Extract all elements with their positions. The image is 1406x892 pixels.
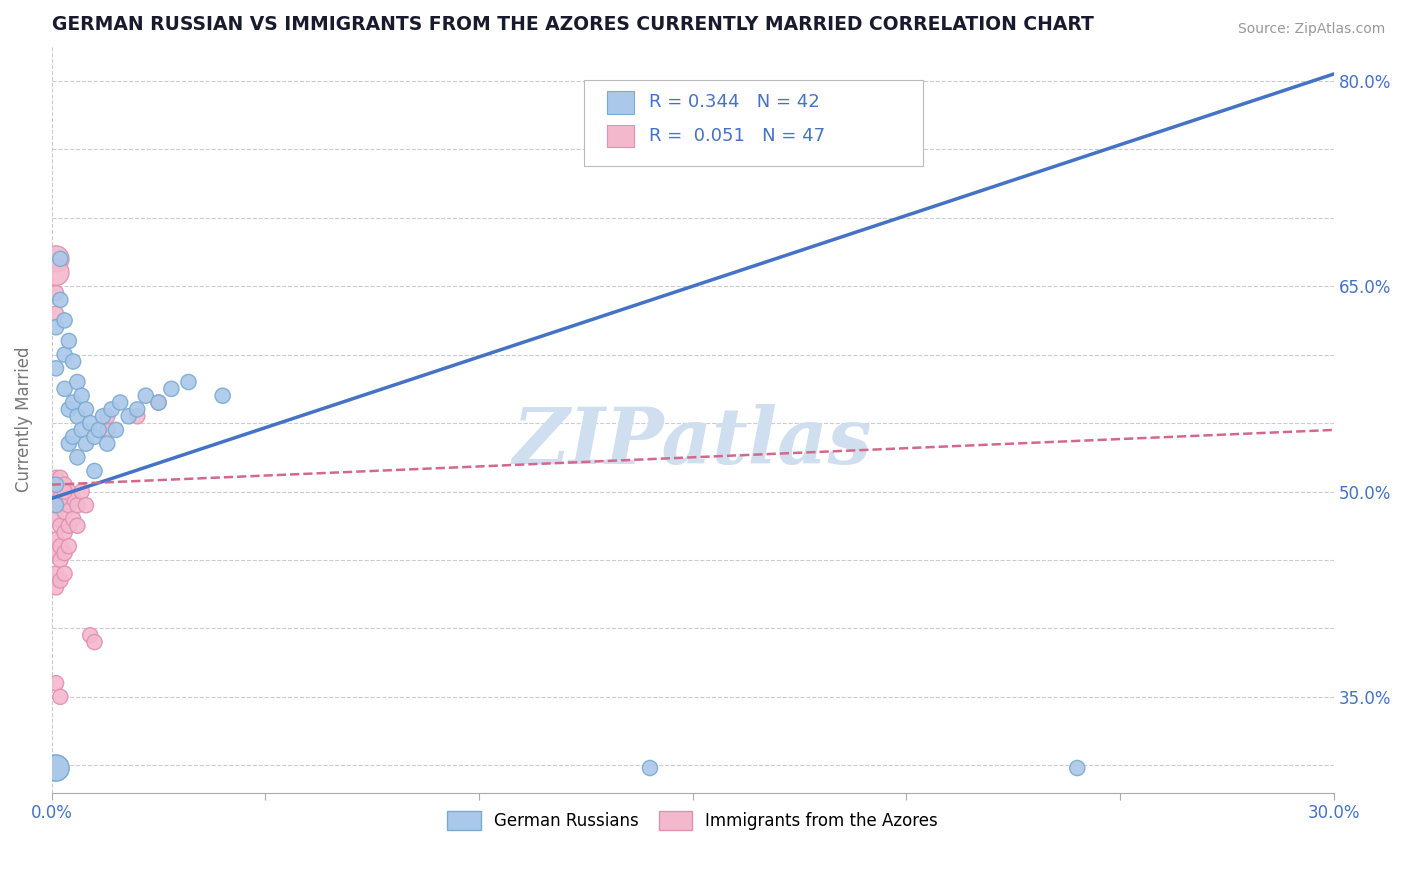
Point <box>62 430 84 444</box>
FancyBboxPatch shape <box>583 80 924 166</box>
Point <box>45 498 67 512</box>
Point <box>49 484 72 499</box>
Point <box>45 286 67 301</box>
Point <box>45 361 67 376</box>
Point <box>75 402 97 417</box>
Point <box>45 498 67 512</box>
Point <box>62 491 84 506</box>
Point <box>45 266 67 280</box>
Point <box>53 566 76 581</box>
Point <box>100 402 122 417</box>
Point <box>96 436 118 450</box>
Point <box>66 450 89 465</box>
Point <box>49 539 72 553</box>
Point <box>53 491 76 506</box>
Point <box>79 628 101 642</box>
Point <box>45 761 67 775</box>
Point <box>53 477 76 491</box>
Point <box>53 505 76 519</box>
Point <box>96 423 118 437</box>
Point <box>148 395 170 409</box>
Text: GERMAN RUSSIAN VS IMMIGRANTS FROM THE AZORES CURRENTLY MARRIED CORRELATION CHART: GERMAN RUSSIAN VS IMMIGRANTS FROM THE AZ… <box>52 15 1094 34</box>
Point <box>108 395 131 409</box>
Legend: German Russians, Immigrants from the Azores: German Russians, Immigrants from the Azo… <box>440 804 945 837</box>
Point <box>49 553 72 567</box>
Point <box>58 498 80 512</box>
Bar <box>607 125 634 147</box>
Point <box>83 635 105 649</box>
Y-axis label: Currently Married: Currently Married <box>15 347 32 492</box>
Point <box>45 484 67 499</box>
Point <box>127 409 149 424</box>
Point <box>45 566 67 581</box>
Point <box>1066 761 1088 775</box>
Point <box>58 402 80 417</box>
Point <box>45 307 67 321</box>
Point <box>45 533 67 547</box>
Point <box>638 761 661 775</box>
Point <box>53 546 76 560</box>
Point <box>79 416 101 430</box>
Point <box>45 484 67 499</box>
Point <box>45 676 67 690</box>
Point <box>45 477 67 491</box>
Point <box>75 498 97 512</box>
Point <box>127 402 149 417</box>
Point <box>58 518 80 533</box>
Point <box>66 375 89 389</box>
Point <box>83 430 105 444</box>
Point <box>49 518 72 533</box>
Point <box>66 498 89 512</box>
Point <box>87 423 110 437</box>
Point <box>45 320 67 334</box>
Point <box>49 471 72 485</box>
Point <box>66 518 89 533</box>
Point <box>83 464 105 478</box>
Point <box>66 409 89 424</box>
Point <box>49 293 72 307</box>
Point <box>118 409 141 424</box>
Point <box>49 491 72 506</box>
Point <box>45 252 67 266</box>
Point <box>70 389 93 403</box>
Point <box>160 382 183 396</box>
Point <box>58 334 80 348</box>
Point <box>49 498 72 512</box>
Point <box>45 546 67 560</box>
Point <box>70 484 93 499</box>
Point <box>62 395 84 409</box>
Point <box>58 539 80 553</box>
Point <box>135 389 157 403</box>
Point <box>62 512 84 526</box>
Point <box>49 484 72 499</box>
Point <box>49 574 72 588</box>
Point <box>53 525 76 540</box>
Point <box>177 375 200 389</box>
Point <box>53 382 76 396</box>
Bar <box>607 91 634 114</box>
Text: Source: ZipAtlas.com: Source: ZipAtlas.com <box>1237 22 1385 37</box>
Point <box>53 348 76 362</box>
Point <box>45 471 67 485</box>
Point <box>49 690 72 704</box>
Point <box>58 436 80 450</box>
Point <box>75 436 97 450</box>
Text: ZIPatlas: ZIPatlas <box>513 404 872 480</box>
Point <box>45 580 67 594</box>
Point <box>53 313 76 327</box>
Text: R = 0.344   N = 42: R = 0.344 N = 42 <box>650 93 820 112</box>
Point <box>211 389 233 403</box>
Point <box>49 252 72 266</box>
Point <box>91 409 114 424</box>
Point <box>62 354 84 368</box>
Point <box>96 409 118 424</box>
Text: R =  0.051   N = 47: R = 0.051 N = 47 <box>650 127 825 145</box>
Point <box>45 512 67 526</box>
Point <box>53 484 76 499</box>
Point <box>58 484 80 499</box>
Point <box>104 423 127 437</box>
Point <box>148 395 170 409</box>
Point <box>70 423 93 437</box>
Point <box>45 761 67 775</box>
